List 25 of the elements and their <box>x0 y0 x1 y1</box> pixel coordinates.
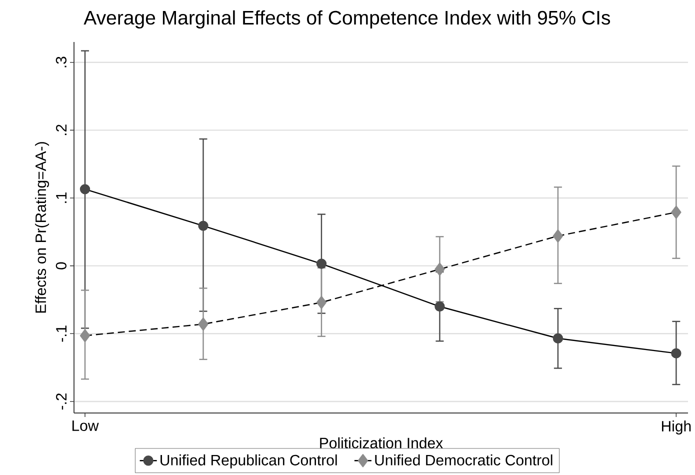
chart-title: Average Marginal Effects of Competence Index with 95% CIs <box>84 10 610 28</box>
point <box>316 296 327 310</box>
y-tick-label: .1 <box>56 192 66 203</box>
point <box>671 348 682 358</box>
legend-label: Unified Republican Control <box>160 454 337 468</box>
x-tick-label: Low <box>72 420 99 431</box>
point <box>552 333 564 344</box>
y-tick-label: -.1 <box>56 326 66 342</box>
legend-label: Unified Democratic Control <box>375 454 552 466</box>
point <box>316 258 327 269</box>
point <box>198 318 208 331</box>
y-tick-label: -.2 <box>56 393 66 410</box>
x-axis-title: Politicization Index <box>320 437 443 448</box>
point <box>671 206 682 219</box>
point <box>80 329 90 342</box>
point <box>434 262 445 276</box>
point <box>198 220 208 231</box>
y-tick-label: .3 <box>56 56 66 68</box>
point <box>434 301 445 312</box>
x-tick-label: High <box>662 420 691 434</box>
point <box>80 184 90 194</box>
y-tick-label: 0 <box>56 262 66 270</box>
point <box>552 229 564 243</box>
y-tick-label: .2 <box>56 124 66 136</box>
y-axis-title: Effects on Pr(Rating=AA-) <box>35 142 50 313</box>
